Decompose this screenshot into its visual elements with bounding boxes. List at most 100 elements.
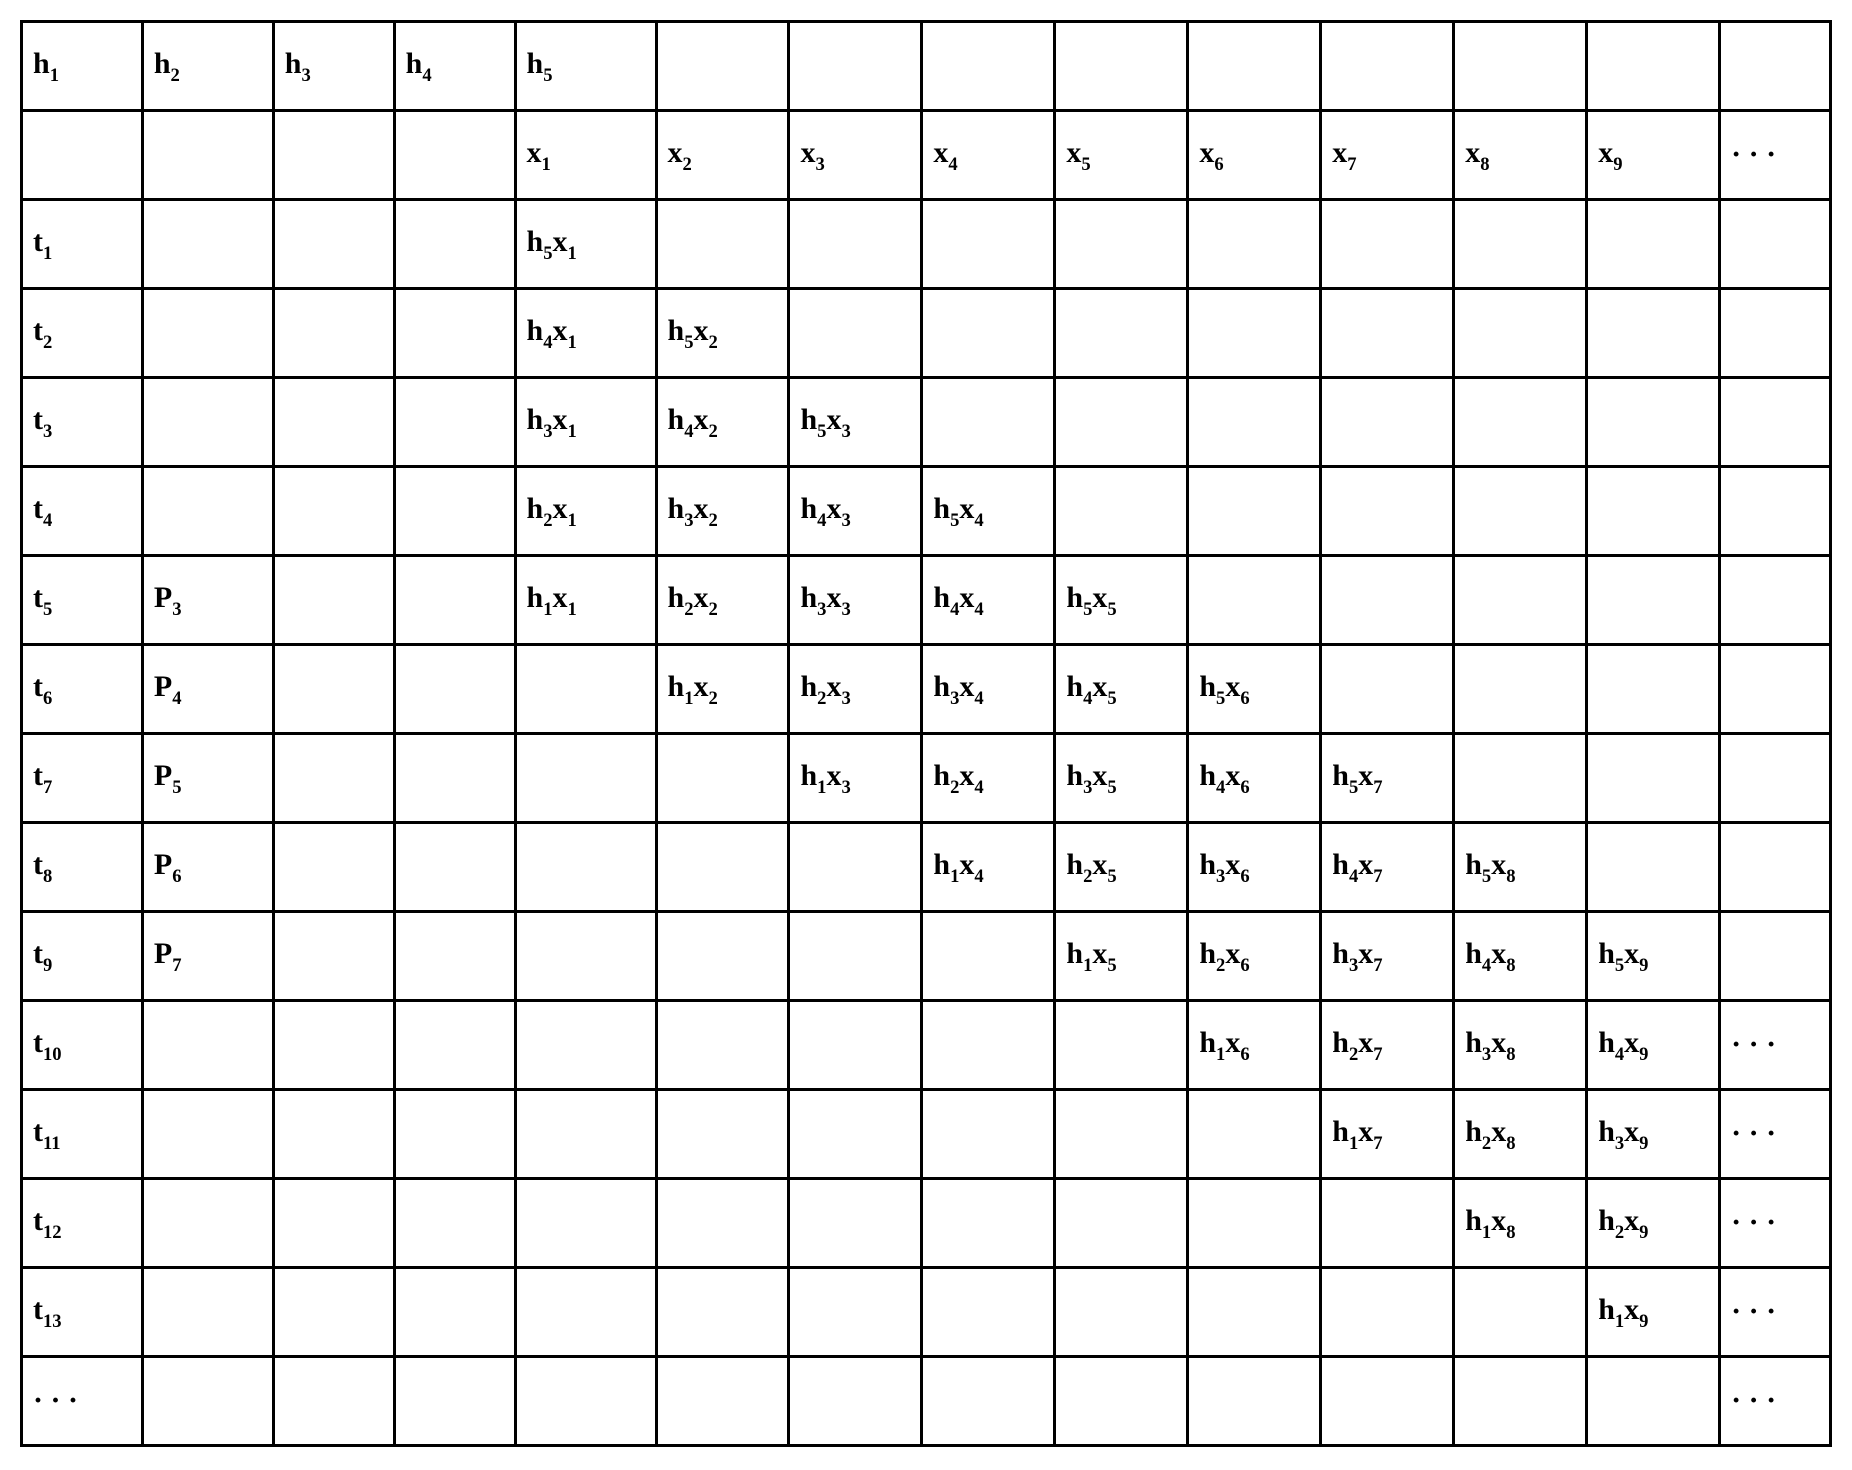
table-cell: [922, 1357, 1055, 1446]
table-cell: t2: [22, 289, 143, 378]
table-cell: [394, 1179, 515, 1268]
table-cell: [1454, 734, 1587, 823]
table-cell: [1055, 1090, 1188, 1179]
table-cell: t6: [22, 645, 143, 734]
table-cell: [1055, 22, 1188, 111]
table-cell: h1x7: [1321, 1090, 1454, 1179]
table-cell: [1055, 1001, 1188, 1090]
table-cell: [394, 378, 515, 467]
table-cell: h3x7: [1321, 912, 1454, 1001]
table-cell: h1x6: [1188, 1001, 1321, 1090]
table-cell: [789, 1090, 922, 1179]
table-cell: [922, 200, 1055, 289]
table-cell: [1720, 734, 1831, 823]
table-cell: h4x8: [1454, 912, 1587, 1001]
table-cell: h4: [394, 22, 515, 111]
table-cell: [394, 1357, 515, 1446]
table-cell: [515, 1001, 656, 1090]
table-cell: x7: [1321, 111, 1454, 200]
table-row: t11h1x7h2x8h3x9· · ·: [22, 1090, 1831, 1179]
table-cell: [1188, 289, 1321, 378]
convolution-table: h1h2h3h4h5x1x2x3x4x5x6x7x8x9· · ·t1h5x1t…: [20, 20, 1832, 1447]
table-cell: [922, 22, 1055, 111]
table-cell: [273, 556, 394, 645]
table-cell: h5x6: [1188, 645, 1321, 734]
table-cell: h5x2: [656, 289, 789, 378]
table-cell: x2: [656, 111, 789, 200]
table-cell: [1188, 1179, 1321, 1268]
table-cell: h4x2: [656, 378, 789, 467]
table-cell: [394, 200, 515, 289]
table-cell: h4x4: [922, 556, 1055, 645]
table-cell: [1587, 734, 1720, 823]
table-cell: h1x8: [1454, 1179, 1587, 1268]
table-cell: · · ·: [1720, 1179, 1831, 1268]
table-cell: [656, 22, 789, 111]
table-cell: [922, 1090, 1055, 1179]
table-cell: [656, 1357, 789, 1446]
table-cell: [394, 1090, 515, 1179]
table-cell: x6: [1188, 111, 1321, 200]
table-cell: [1587, 645, 1720, 734]
table-cell: h3x9: [1587, 1090, 1720, 1179]
table-cell: [1188, 22, 1321, 111]
table-row: t7P5h1x3h2x4h3x5h4x6h5x7: [22, 734, 1831, 823]
table-cell: h5x9: [1587, 912, 1720, 1001]
table-cell: h5: [515, 22, 656, 111]
table-cell: [922, 378, 1055, 467]
table-cell: [1454, 200, 1587, 289]
table-cell: h5x3: [789, 378, 922, 467]
table-cell: h4x9: [1587, 1001, 1720, 1090]
table-cell: h2x7: [1321, 1001, 1454, 1090]
table-cell: P4: [142, 645, 273, 734]
table-row: t5P3h1x1h2x2h3x3h4x4h5x5: [22, 556, 1831, 645]
table-cell: [1720, 912, 1831, 1001]
table-cell: [789, 1357, 922, 1446]
table-cell: [394, 912, 515, 1001]
table-cell: h3x2: [656, 467, 789, 556]
table-cell: [1720, 378, 1831, 467]
table-cell: [1321, 1268, 1454, 1357]
table-cell: [394, 467, 515, 556]
table-cell: · · ·: [1720, 111, 1831, 200]
table-cell: [789, 823, 922, 912]
table-cell: [1055, 1357, 1188, 1446]
table-cell: [656, 823, 789, 912]
table-cell: [1055, 467, 1188, 556]
table-row: t2h4x1h5x2: [22, 289, 1831, 378]
table-cell: [273, 1357, 394, 1446]
table-cell: · · ·: [1720, 1357, 1831, 1446]
table-cell: h2x6: [1188, 912, 1321, 1001]
table-cell: [22, 111, 143, 200]
table-cell: [515, 1090, 656, 1179]
table-cell: [656, 734, 789, 823]
table-cell: h3x4: [922, 645, 1055, 734]
table-cell: P5: [142, 734, 273, 823]
table-cell: [1055, 378, 1188, 467]
table-cell: [1454, 378, 1587, 467]
table-cell: [1321, 378, 1454, 467]
table-cell: [142, 1090, 273, 1179]
table-cell: · · ·: [22, 1357, 143, 1446]
table-cell: t9: [22, 912, 143, 1001]
table-row: t4h2x1h3x2h4x3h5x4: [22, 467, 1831, 556]
table-cell: t8: [22, 823, 143, 912]
table-cell: [515, 645, 656, 734]
table-cell: x3: [789, 111, 922, 200]
table-cell: [922, 1268, 1055, 1357]
table-row: x1x2x3x4x5x6x7x8x9· · ·: [22, 111, 1831, 200]
table-cell: h2x2: [656, 556, 789, 645]
table-cell: [1720, 22, 1831, 111]
table-row: t3h3x1h4x2h5x3: [22, 378, 1831, 467]
table-cell: [789, 200, 922, 289]
table-cell: h4x6: [1188, 734, 1321, 823]
table-cell: [1321, 1357, 1454, 1446]
table-cell: t12: [22, 1179, 143, 1268]
table-cell: h1x3: [789, 734, 922, 823]
table-cell: [1454, 289, 1587, 378]
table-cell: [515, 912, 656, 1001]
table-cell: [515, 823, 656, 912]
table-cell: h5x1: [515, 200, 656, 289]
table-cell: [273, 645, 394, 734]
table-cell: h3x5: [1055, 734, 1188, 823]
